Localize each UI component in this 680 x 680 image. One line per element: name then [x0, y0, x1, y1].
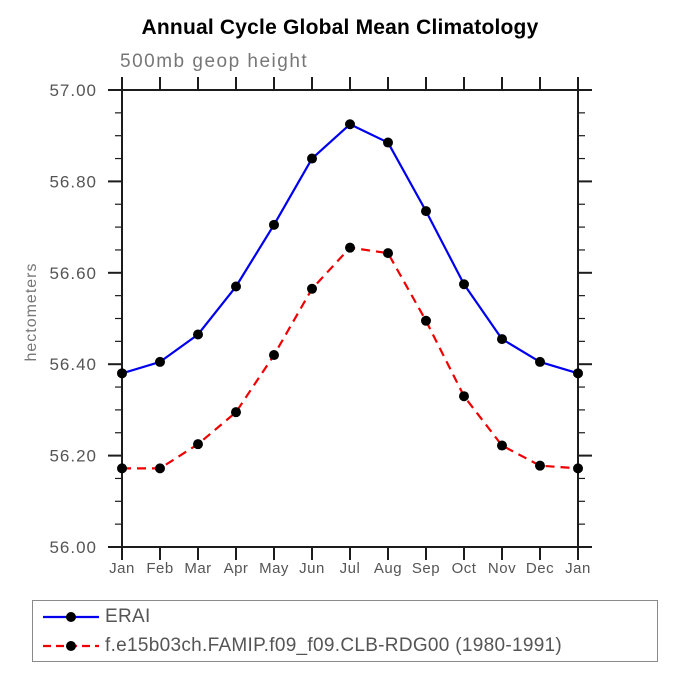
legend-label-model: f.e15b03ch.FAMIP.f09_f09.CLB-RDG00 (1980… — [105, 634, 563, 656]
plot-area: 56.00 56.20 56.40 56.60 56.80 57.00 Jan Feb Mar A… — [49, 77, 592, 577]
svg-text:Aug: Aug — [374, 560, 402, 577]
svg-text:Oct: Oct — [452, 560, 477, 577]
svg-text:56.20: 56.20 — [49, 447, 97, 466]
svg-text:56.80: 56.80 — [49, 172, 97, 191]
legend-item-model: f.e15b03ch.FAMIP.f09_f09.CLB-RDG00 (1980… — [39, 632, 657, 659]
legend-swatch-erai-line-icon — [43, 611, 99, 622]
svg-text:Feb: Feb — [146, 560, 173, 577]
svg-text:56.00: 56.00 — [49, 538, 97, 557]
svg-text:Mar: Mar — [184, 560, 211, 577]
svg-text:Sep: Sep — [412, 560, 440, 577]
svg-text:56.60: 56.60 — [49, 264, 97, 283]
legend-label-erai: ERAI — [105, 605, 151, 627]
svg-text:Dec: Dec — [526, 560, 554, 577]
svg-text:Jul: Jul — [340, 560, 361, 577]
svg-text:Jan: Jan — [565, 560, 591, 577]
svg-text:Jun: Jun — [299, 560, 325, 577]
legend: ERAI f.e15b03ch.FAMIP.f09_f09.CLB-RDG00 … — [32, 600, 658, 662]
svg-text:Apr: Apr — [224, 560, 249, 577]
svg-text:Jan: Jan — [109, 560, 135, 577]
svg-text:57.00: 57.00 — [49, 81, 97, 100]
svg-text:May: May — [259, 560, 289, 577]
svg-text:56.40: 56.40 — [49, 355, 97, 374]
legend-swatch-model-line-icon — [43, 640, 99, 651]
chart-title: Annual Cycle Global Mean Climatology — [141, 16, 539, 39]
svg-text:Nov: Nov — [488, 560, 516, 577]
legend-item-erai: ERAI — [39, 603, 657, 630]
chart-subtitle: 500mb geop height — [120, 51, 309, 72]
